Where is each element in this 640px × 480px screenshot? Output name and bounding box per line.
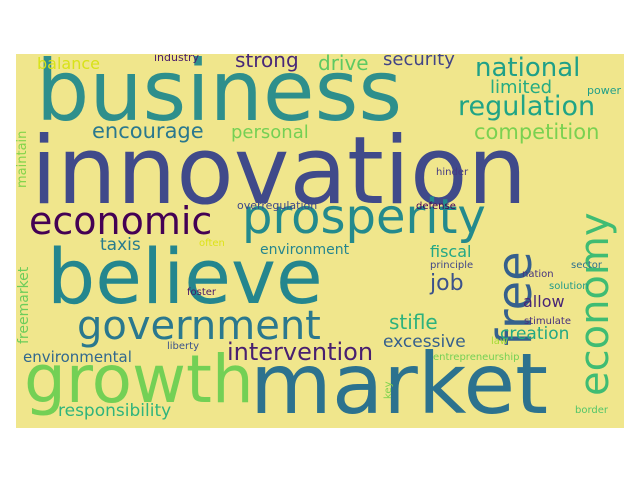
word-innovation: innovation: [31, 117, 528, 226]
word-hinder: hinder: [436, 167, 469, 178]
word-environment: environment: [260, 242, 350, 258]
word-foster: foster: [187, 287, 217, 298]
word-intervention: intervention: [227, 338, 374, 366]
word-liberty: liberty: [167, 341, 200, 352]
word-stimulate: stimulate: [524, 316, 571, 327]
word-drive: drive: [318, 54, 369, 75]
word-economy: economy: [572, 212, 618, 396]
word-limited: limited: [490, 77, 553, 98]
word-business: business: [36, 54, 403, 140]
word-personal: personal: [231, 122, 309, 143]
word-defense: defense: [416, 201, 456, 212]
word-job: job: [430, 271, 464, 296]
word-responsibility: responsibility: [58, 401, 172, 421]
word-freemarket: freemarket: [16, 266, 32, 344]
word-allow: allow: [523, 292, 565, 311]
word-strong: strong: [235, 54, 299, 72]
word-industry: industry: [154, 54, 200, 64]
word-nation: nation: [522, 269, 554, 280]
word-law: law: [491, 336, 509, 347]
word-solution: solution: [549, 281, 589, 292]
word-stifle: stifle: [389, 310, 438, 334]
word-encourage: encourage: [92, 119, 204, 143]
word-economic: economic: [29, 199, 213, 243]
word-maintain: maintain: [16, 130, 30, 188]
word-entrepreneurship: entrepreneurship: [433, 352, 520, 363]
word-overregulation: overregulation: [237, 199, 318, 212]
word-excessive: excessive: [383, 332, 466, 352]
word-principle: principle: [430, 260, 474, 271]
word-security: security: [383, 54, 455, 70]
word-market: market: [250, 335, 549, 428]
word-environmental: environmental: [23, 348, 132, 366]
word-competition: competition: [474, 120, 600, 144]
word-power: power: [587, 84, 621, 97]
word-national: national: [475, 54, 581, 83]
word-government: government: [77, 303, 321, 349]
word-taxis: taxis: [100, 235, 141, 255]
word-cloud: business innovation believe market growt…: [16, 54, 624, 428]
word-believe: believe: [47, 232, 323, 321]
word-balance: balance: [37, 54, 100, 73]
word-sector: sector: [571, 260, 603, 271]
word-regulation: regulation: [458, 91, 596, 122]
word-growth: growth: [24, 341, 254, 418]
word-creation: creation: [500, 324, 570, 344]
word-fiscal: fiscal: [430, 242, 472, 261]
word-prosperity: prosperity: [242, 189, 486, 245]
word-key: key: [383, 381, 394, 399]
word-border: border: [575, 405, 609, 416]
word-often: often: [199, 238, 225, 249]
